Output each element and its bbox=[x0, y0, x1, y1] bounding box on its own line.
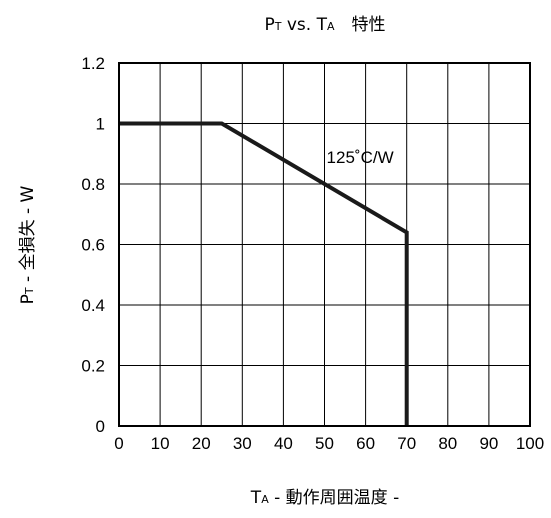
x-tick-label: 80 bbox=[438, 434, 457, 453]
annotation-label: 125˚C/W bbox=[327, 148, 394, 167]
y-tick-label: 0.8 bbox=[81, 175, 105, 194]
plot-frame bbox=[118, 62, 531, 427]
y-tick-label: 0.2 bbox=[81, 357, 105, 376]
y-tick-label: 1.2 bbox=[81, 54, 105, 73]
y-tick-label: 0.4 bbox=[81, 296, 105, 315]
x-tick-label: 20 bbox=[192, 434, 211, 453]
x-tick-label: 100 bbox=[516, 434, 544, 453]
x-tick-labels: 0 10 20 30 40 50 60 70 80 90 100 bbox=[114, 434, 544, 453]
x-tick-label: 90 bbox=[479, 434, 498, 453]
y-tick-label: 1 bbox=[96, 115, 105, 134]
series-layer bbox=[119, 121, 409, 426]
x-tick-label: 0 bbox=[114, 434, 123, 453]
x-tick-label: 70 bbox=[397, 434, 416, 453]
x-tick-label: 50 bbox=[315, 434, 334, 453]
x-axis-label: TA - 動作周囲温度 - bbox=[250, 488, 399, 508]
grid bbox=[118, 62, 531, 427]
x-tick-label: 60 bbox=[356, 434, 375, 453]
y-tick-label: 0.6 bbox=[81, 236, 105, 255]
y-tick-labels: 0 0.2 0.4 0.6 0.8 1 1.2 bbox=[81, 54, 105, 436]
x-tick-label: 30 bbox=[233, 434, 252, 453]
x-tick-label: 10 bbox=[151, 434, 170, 453]
x-tick-label: 40 bbox=[274, 434, 293, 453]
series-line bbox=[119, 121, 409, 426]
chart-title: PT vs. TA 特性 bbox=[264, 15, 385, 35]
y-tick-label: 0 bbox=[96, 417, 105, 436]
y-axis-label: PT - 全損失 - W bbox=[18, 185, 38, 304]
